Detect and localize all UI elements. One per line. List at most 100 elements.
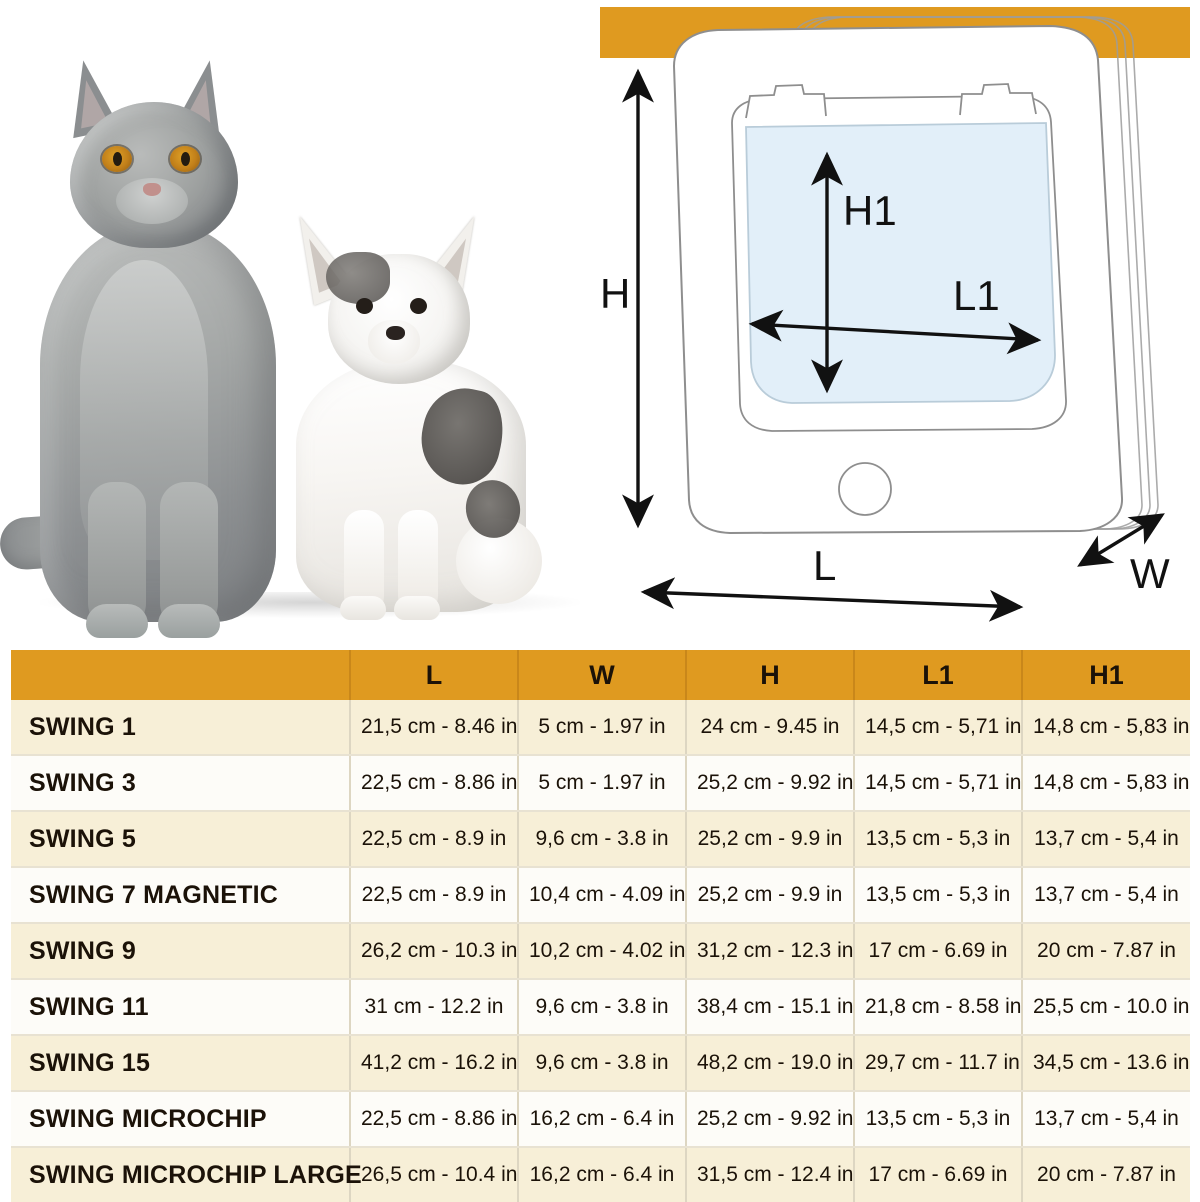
cell-H1: 13,7 cm - 5,4 in [1022, 1091, 1190, 1148]
dog-eye-right [410, 298, 427, 314]
column-header-L1: L1 [854, 650, 1023, 700]
table-header-row: L W H L1 H1 [11, 650, 1190, 700]
table-row: SWING 9 26,2 cm - 10.3 in 10,2 cm - 4.02… [11, 923, 1190, 980]
cell-L: 26,2 cm - 10.3 in [350, 923, 519, 980]
cell-W: 10,4 cm - 4.09 in [518, 867, 687, 924]
cell-L1: 13,5 cm - 5,3 in [854, 811, 1023, 868]
cell-W: 16,2 cm - 6.4 in [518, 1147, 687, 1202]
cell-W: 5 cm - 1.97 in [518, 755, 687, 812]
pets-photo [0, 0, 600, 645]
cat-paw-left [86, 604, 148, 638]
model-name: SWING 11 [11, 979, 351, 1036]
table-row: SWING 11 31 cm - 12.2 in 9,6 cm - 3.8 in… [11, 979, 1190, 1036]
cell-H: 25,2 cm - 9.9 in [686, 867, 855, 924]
cat-nose [143, 183, 161, 196]
cell-L: 26,5 cm - 10.4 in [350, 1147, 519, 1202]
cell-L1: 13,5 cm - 5,3 in [854, 867, 1023, 924]
dimension-arrow-W [1077, 513, 1165, 567]
cell-H1: 25,5 cm - 10.0 in [1022, 979, 1190, 1036]
cell-W: 5 cm - 1.97 in [518, 700, 687, 756]
cell-H1: 14,8 cm - 5,83 in [1022, 700, 1190, 756]
lock-knob [838, 462, 892, 516]
table-row: SWING 3 22,5 cm - 8.86 in 5 cm - 1.97 in… [11, 755, 1190, 812]
cell-H: 25,2 cm - 9.9 in [686, 811, 855, 868]
cat-pupil-right [181, 152, 190, 166]
dimension-label-L1: L1 [953, 272, 1000, 319]
model-name: SWING MICROCHIP [11, 1091, 351, 1148]
cell-L1: 29,7 cm - 11.7 in [854, 1035, 1023, 1092]
column-header-H1: H1 [1022, 650, 1190, 700]
cell-L1: 17 cm - 6.69 in [854, 1147, 1023, 1202]
model-name: SWING 1 [11, 700, 351, 756]
cat-illustration [0, 42, 328, 638]
cell-L1: 21,8 cm - 8.58 in [854, 979, 1023, 1036]
cell-L: 22,5 cm - 8.9 in [350, 811, 519, 868]
cell-H1: 20 cm - 7.87 in [1022, 1147, 1190, 1202]
dog-head-patch [326, 252, 390, 304]
cell-H: 25,2 cm - 9.92 in [686, 755, 855, 812]
cell-W: 9,6 cm - 3.8 in [518, 811, 687, 868]
hinge-tab-right [959, 83, 1037, 116]
cell-H1: 20 cm - 7.87 in [1022, 923, 1190, 980]
dog-illustration [270, 192, 600, 627]
model-name: SWING 15 [11, 1035, 351, 1092]
cell-L1: 14,5 cm - 5,71 in [854, 700, 1023, 756]
size-table: L W H L1 H1 SWING 1 21,5 cm - 8.46 in 5 … [11, 650, 1190, 1202]
cell-L: 22,5 cm - 8.86 in [350, 755, 519, 812]
dimension-label-W: W [1130, 550, 1170, 597]
dimension-label-L: L [813, 542, 836, 589]
cell-L: 22,5 cm - 8.86 in [350, 1091, 519, 1148]
cat-paw-right [158, 604, 220, 638]
cell-W: 9,6 cm - 3.8 in [518, 1035, 687, 1092]
cell-H1: 13,7 cm - 5,4 in [1022, 811, 1190, 868]
dog-nose [386, 326, 405, 340]
cell-H: 25,2 cm - 9.92 in [686, 1091, 855, 1148]
dog-eye-left [356, 298, 373, 314]
dimension-label-H1: H1 [843, 187, 897, 234]
cell-L: 41,2 cm - 16.2 in [350, 1035, 519, 1092]
table-row: SWING 1 21,5 cm - 8.46 in 5 cm - 1.97 in… [11, 700, 1190, 756]
model-name: SWING 7 MAGNETIC [11, 867, 351, 924]
cell-H1: 14,8 cm - 5,83 in [1022, 755, 1190, 812]
cell-W: 9,6 cm - 3.8 in [518, 979, 687, 1036]
table-header: L W H L1 H1 [11, 650, 1190, 700]
dimension-label-H: H [600, 270, 630, 317]
table-row: SWING MICROCHIP 22,5 cm - 8.86 in 16,2 c… [11, 1091, 1190, 1148]
dimension-arrow-L [640, 577, 1024, 622]
cell-H1: 34,5 cm - 13.6 in [1022, 1035, 1190, 1092]
cell-L1: 13,5 cm - 5,3 in [854, 1091, 1023, 1148]
table-row: SWING MICROCHIP LARGE 26,5 cm - 10.4 in … [11, 1147, 1190, 1202]
dog-paw-left [340, 596, 386, 620]
cell-H: 24 cm - 9.45 in [686, 700, 855, 756]
cell-L: 31 cm - 12.2 in [350, 979, 519, 1036]
model-name: SWING 9 [11, 923, 351, 980]
cell-H: 31,5 cm - 12.4 in [686, 1147, 855, 1202]
cell-H: 38,4 cm - 15.1 in [686, 979, 855, 1036]
dimension-arrow-L1 [748, 309, 1042, 355]
door-flap [745, 122, 1056, 404]
cell-L1: 14,5 cm - 5,71 in [854, 755, 1023, 812]
cell-L1: 17 cm - 6.69 in [854, 923, 1023, 980]
hinge-tab-left [745, 84, 827, 119]
cell-H: 48,2 cm - 19.0 in [686, 1035, 855, 1092]
column-header-L: L [350, 650, 519, 700]
column-header-W: W [518, 650, 687, 700]
table-row: SWING 15 41,2 cm - 16.2 in 9,6 cm - 3.8 … [11, 1035, 1190, 1092]
model-name: SWING 3 [11, 755, 351, 812]
cell-W: 16,2 cm - 6.4 in [518, 1091, 687, 1148]
table-row: SWING 5 22,5 cm - 8.9 in 9,6 cm - 3.8 in… [11, 811, 1190, 868]
cell-L: 22,5 cm - 8.9 in [350, 867, 519, 924]
column-header-model [11, 650, 351, 700]
dog-paw-right [394, 596, 440, 620]
table-row: SWING 7 MAGNETIC 22,5 cm - 8.9 in 10,4 c… [11, 867, 1190, 924]
cell-W: 10,2 cm - 4.02 in [518, 923, 687, 980]
model-name: SWING 5 [11, 811, 351, 868]
table-body: SWING 1 21,5 cm - 8.46 in 5 cm - 1.97 in… [11, 700, 1190, 1202]
model-name: SWING MICROCHIP LARGE [11, 1147, 362, 1202]
cell-H1: 13,7 cm - 5,4 in [1022, 867, 1190, 924]
column-header-H: H [686, 650, 855, 700]
cat-pupil-left [113, 152, 122, 166]
cell-H: 31,2 cm - 12.3 in [686, 923, 855, 980]
pet-door-diagram: H L W H1 L1 [600, 0, 1200, 645]
